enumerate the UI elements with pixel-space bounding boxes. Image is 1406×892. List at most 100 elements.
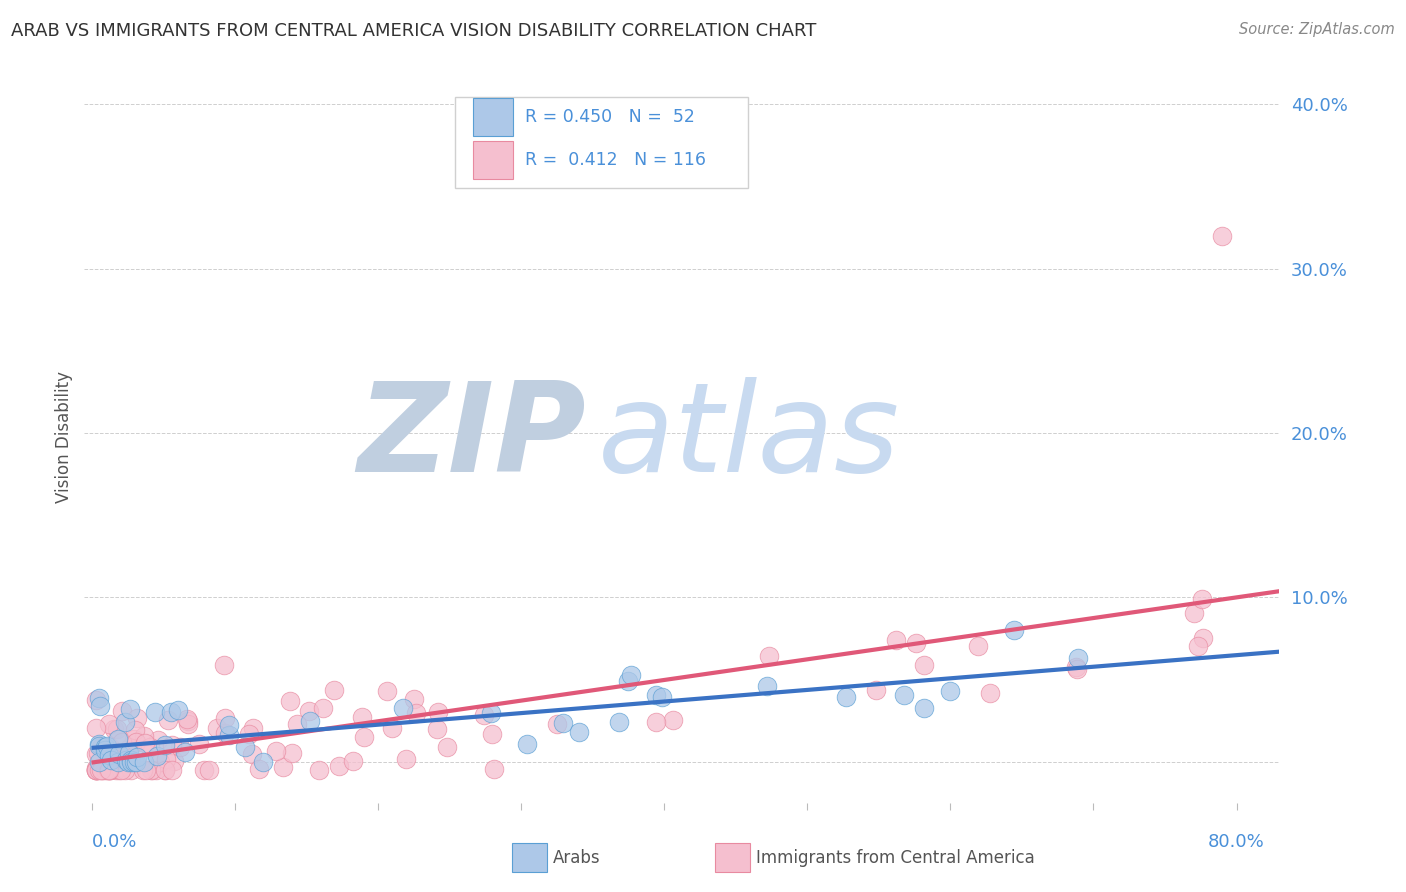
Point (481, 706, 503, 721)
Point (1191, 631, 1213, 645)
Point (108, 747, 131, 761)
Point (756, 679, 779, 693)
Text: Arabs: Arabs (553, 848, 600, 867)
Point (247, 762, 270, 776)
Point (97, 763, 120, 777)
Point (127, 710, 149, 724)
Point (134, 736, 156, 750)
Point (90, 763, 112, 777)
Point (979, 685, 1001, 699)
Point (141, 763, 163, 777)
Point (100, 753, 122, 767)
Point (132, 755, 155, 769)
Point (157, 714, 180, 728)
Point (84, 763, 107, 777)
Point (176, 712, 198, 726)
Point (662, 713, 685, 727)
Point (381, 721, 404, 735)
Point (1002, 624, 1025, 638)
Point (271, 760, 294, 774)
Point (198, 763, 221, 777)
Point (98, 763, 121, 777)
Point (118, 746, 141, 760)
Point (1067, 651, 1090, 665)
Point (904, 636, 927, 650)
Point (98, 763, 121, 777)
Point (90, 763, 112, 777)
Point (323, 683, 346, 698)
Point (1066, 660, 1088, 674)
Point (242, 747, 264, 762)
Point (111, 734, 134, 748)
Point (89, 698, 111, 713)
Point (912, 658, 935, 673)
Point (98, 739, 121, 754)
Point (120, 753, 142, 767)
Point (893, 688, 915, 702)
Point (90, 740, 112, 755)
Point (193, 763, 215, 777)
Point (205, 721, 228, 735)
Point (865, 683, 887, 698)
Text: 0.0%: 0.0% (91, 833, 136, 851)
Point (107, 732, 129, 747)
Point (153, 763, 176, 777)
Text: 80.0%: 80.0% (1208, 833, 1265, 851)
Point (120, 740, 142, 755)
Point (616, 674, 638, 689)
FancyBboxPatch shape (472, 142, 513, 179)
Point (1211, 228, 1233, 243)
Text: ARAB VS IMMIGRANTS FROM CENTRAL AMERICA VISION DISABILITY CORRELATION CHART: ARAB VS IMMIGRANTS FROM CENTRAL AMERICA … (11, 22, 817, 40)
Point (436, 740, 458, 755)
Point (1182, 607, 1205, 621)
Point (87, 755, 110, 769)
Point (84, 763, 107, 777)
Point (153, 739, 176, 753)
Point (84, 747, 107, 761)
Point (835, 690, 858, 705)
Text: R =  0.412   N = 116: R = 0.412 N = 116 (526, 152, 706, 169)
Point (115, 753, 138, 767)
Point (233, 739, 256, 754)
Point (252, 755, 274, 769)
Point (98, 763, 121, 777)
Point (350, 710, 373, 724)
Point (84, 760, 107, 774)
Point (97, 763, 120, 777)
Point (96, 739, 118, 753)
Point (110, 763, 132, 777)
FancyBboxPatch shape (716, 843, 749, 872)
Point (135, 763, 157, 777)
Point (107, 755, 129, 769)
Point (1191, 591, 1213, 606)
Point (98, 717, 121, 731)
Point (280, 694, 302, 708)
FancyBboxPatch shape (456, 97, 748, 188)
Point (100, 743, 122, 757)
Point (125, 735, 148, 749)
Point (285, 717, 308, 731)
Point (218, 718, 240, 732)
Point (160, 738, 183, 752)
Point (1066, 662, 1088, 676)
Point (264, 744, 287, 758)
Text: Immigrants from Central America: Immigrants from Central America (756, 848, 1035, 867)
Point (125, 750, 148, 764)
Point (375, 683, 398, 698)
Point (149, 755, 172, 769)
Point (308, 763, 330, 777)
Point (328, 759, 350, 773)
Point (87, 690, 110, 705)
Point (405, 706, 427, 721)
Point (281, 746, 304, 760)
Point (482, 762, 505, 776)
Point (177, 714, 200, 728)
Point (84, 693, 107, 707)
Y-axis label: Vision Disability: Vision Disability (55, 371, 73, 503)
Point (94, 743, 117, 757)
Point (212, 658, 235, 673)
Point (188, 737, 211, 751)
Point (103, 722, 125, 736)
Point (93, 739, 115, 754)
Point (167, 703, 190, 717)
